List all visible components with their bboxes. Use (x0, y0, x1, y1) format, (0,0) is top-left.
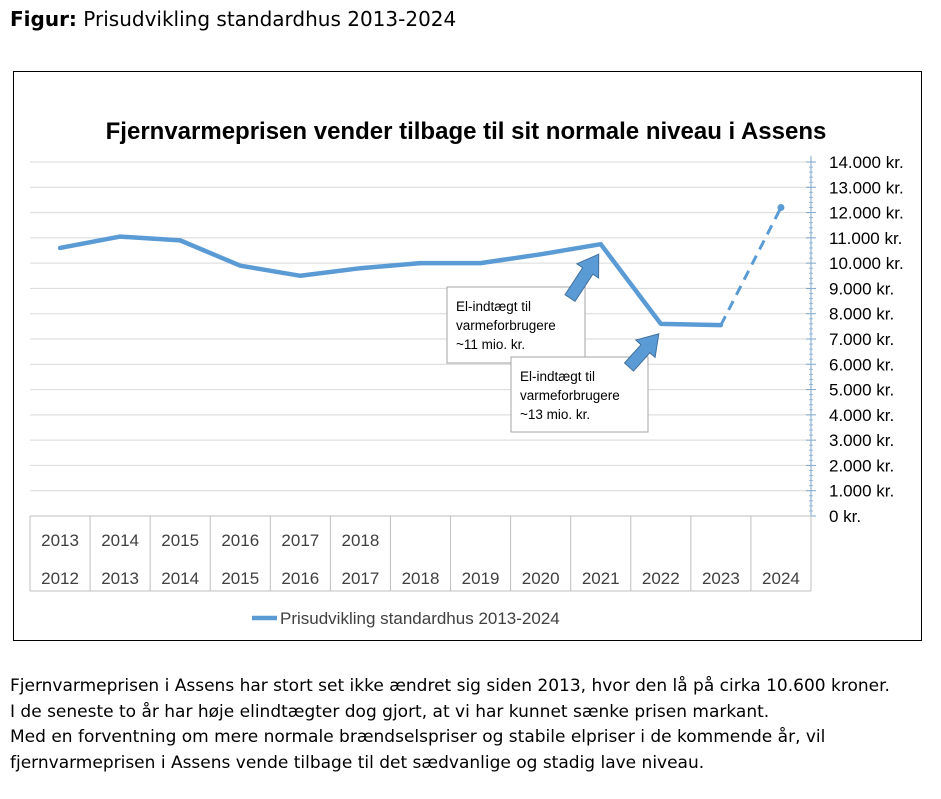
chart-frame: Fjernvarmeprisen vender tilbage til sit … (13, 71, 922, 641)
y-tick-label: 5.000 kr. (829, 381, 894, 400)
y-tick-label: 4.000 kr. (829, 406, 894, 425)
y-tick-label: 7.000 kr. (829, 330, 894, 349)
caption-line: Med en forventning om mere normale brænd… (10, 727, 826, 747)
callout-arrow (623, 333, 660, 372)
caption: Fjernvarmeprisen i Assens har stort set … (10, 674, 890, 776)
chart-title: Fjernvarmeprisen vender tilbage til sit … (106, 118, 827, 145)
y-axis: 0 kr. 1.000 kr. 2.000 kr. 3.000 kr. 4.000 kr… (806, 153, 904, 526)
caption-line: fjernvarmeprisen i Assens vende tilbage … (10, 752, 705, 773)
x-tick-label-bottom: 2022 (642, 569, 680, 588)
x-tick-label-top: 2018 (342, 531, 380, 550)
x-tick-label-bottom: 2012 (41, 569, 79, 588)
figure-heading: Figur: Prisudvikling standardhus 2013-20… (10, 7, 456, 31)
callout-text: El-indtægt til (456, 299, 531, 314)
y-tick-label: 8.000 kr. (829, 305, 894, 324)
y-tick-label: 1.000 kr. (829, 482, 894, 501)
y-tick-label: 2.000 kr. (829, 456, 894, 475)
x-tick-label-bottom: 2024 (762, 569, 800, 588)
x-tick-label-top: 2015 (161, 531, 199, 550)
x-tick-label-top: 2016 (221, 531, 259, 550)
x-tick-label-bottom: 2013 (101, 569, 139, 588)
x-tick-label-bottom: 2019 (462, 569, 500, 588)
callout-text: El-indtægt til (520, 369, 595, 384)
series-forecast-point (777, 204, 785, 212)
x-tick-label-top: 2013 (41, 531, 79, 550)
x-tick-label-bottom: 2023 (702, 569, 740, 588)
x-tick-label-top: 2017 (281, 531, 319, 550)
callout-arrow (564, 253, 600, 302)
x-tick-label-bottom: 2018 (402, 569, 440, 588)
callout-box (510, 356, 649, 433)
x-tick-label-bottom: 2020 (522, 569, 560, 588)
figure-heading-text: Prisudvikling standardhus 2013-2024 (83, 7, 457, 31)
caption-line: Fjernvarmeprisen i Assens har stort set … (10, 676, 890, 696)
line-chart: Fjernvarmeprisen vender tilbage til sit … (29, 118, 904, 628)
y-tick-label: 10.000 kr. (829, 254, 904, 273)
y-tick-label: 0 kr. (829, 507, 861, 526)
callout-box (446, 286, 586, 364)
x-tick-label-top: 2014 (101, 531, 139, 550)
x-tick-label-bottom: 2015 (221, 569, 259, 588)
y-tick-label: 9.000 kr. (829, 279, 894, 298)
callout-text: varmeforbrugere (456, 318, 556, 333)
callout-text: varmeforbrugere (520, 388, 620, 403)
series-layer (57, 204, 785, 328)
annotations: El-indtægt til varmeforbrugere ~11 mio. kr… (446, 253, 660, 433)
series-line (57, 234, 724, 328)
x-tick-label-bottom: 2017 (342, 569, 380, 588)
legend-label: Prisudvikling standardhus 2013-2024 (280, 609, 560, 628)
callout-text: ~11 mio. kr. (456, 337, 525, 352)
x-axis: 2013 2014 2015 2016 2017 2018 2012 2013 2014 2015… (29, 515, 812, 592)
figure-heading-prefix: Figur: (10, 7, 77, 31)
y-tick-label: 11.000 kr. (829, 229, 902, 248)
x-tick-label-bottom: 2016 (281, 569, 319, 588)
y-tick-label: 3.000 kr. (829, 431, 894, 450)
series-forecast-line (719, 206, 783, 326)
y-tick-label: 13.000 kr. (829, 178, 904, 197)
y-tick-label: 6.000 kr. (829, 355, 894, 374)
legend: Prisudvikling standardhus 2013-2024 (252, 609, 560, 628)
y-tick-label: 12.000 kr. (829, 204, 904, 223)
y-tick-label: 14.000 kr. (829, 153, 904, 172)
callout-text: ~13 mio. kr. (520, 407, 590, 422)
x-tick-label-bottom: 2014 (161, 569, 199, 588)
x-tick-label-bottom: 2021 (582, 569, 620, 588)
caption-line: I de seneste to år har høje elindtægter … (10, 701, 770, 722)
